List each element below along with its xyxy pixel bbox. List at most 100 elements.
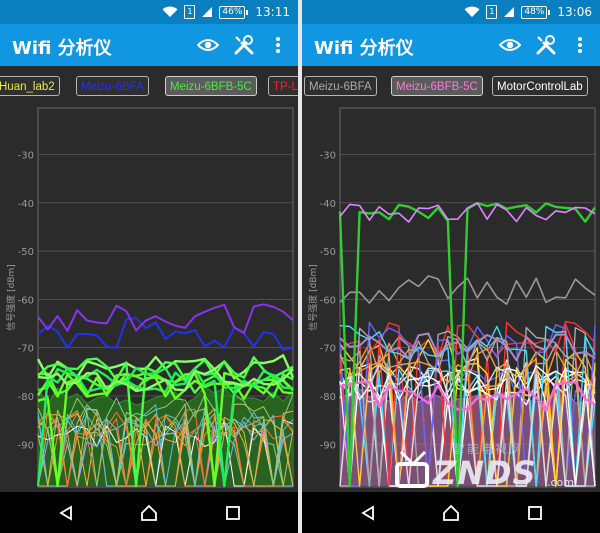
watermark-domain-suffix: .com — [547, 476, 574, 489]
signal-trace — [37, 412, 294, 487]
eye-icon — [197, 39, 219, 51]
signal-trace — [339, 364, 596, 487]
y-tick-label: -70 — [320, 344, 336, 355]
signal-trace — [339, 332, 596, 362]
recents-button[interactable] — [521, 500, 549, 526]
znds-watermark: 智能电视网 ZNDS .com — [395, 440, 595, 500]
home-icon — [141, 504, 157, 521]
tools-button[interactable] — [532, 31, 560, 59]
network-tabs: Huan_lab2 Meizu-6BFA Meizu-6BFB-5C TP-LI — [0, 66, 298, 106]
signal-trace — [37, 408, 294, 487]
phone-screen-right: 1 48% 13:06 Wifi 分析仪 Meizu-6BFA Meizu-6B… — [302, 0, 600, 533]
tab-label: Meizu-6BFB-5C — [396, 81, 478, 93]
sim-icon: 1 — [486, 5, 498, 19]
signal-chart: -30 -40 -50 -60 -70 -80 -90 信号强度 [dBm] — [302, 106, 600, 492]
home-button[interactable] — [437, 500, 465, 526]
y-tick-label: -40 — [18, 199, 34, 210]
tab-label: TP-LI — [273, 81, 298, 93]
signal-trace — [37, 303, 294, 334]
recents-button[interactable] — [219, 500, 247, 526]
tab-network-1[interactable]: Meizu-6BFB-5C — [391, 76, 483, 96]
eye-button[interactable] — [496, 31, 524, 59]
recents-icon — [226, 506, 240, 520]
signal-icon — [504, 7, 515, 17]
overflow-menu-button[interactable] — [264, 31, 292, 59]
y-tick-label: -50 — [320, 247, 336, 258]
tab-label: Meizu-6BFB-5C — [170, 81, 252, 93]
tab-label: Meizu-6BFA — [309, 81, 372, 93]
y-tick-label: -80 — [18, 392, 34, 403]
signal-trace — [37, 419, 294, 487]
signal-trace — [339, 275, 596, 305]
tools-icon — [234, 35, 254, 55]
home-button[interactable] — [135, 500, 163, 526]
tv-logo-icon — [395, 450, 429, 488]
tab-network-3[interactable]: TP-LI — [268, 76, 298, 96]
tab-label: MotorControlLab — [497, 81, 583, 93]
signal-chart-svg: -30 -40 -50 -60 -70 -80 -90 信号强度 [dBm] — [307, 107, 596, 488]
app-bar: Wifi 分析仪 — [302, 24, 600, 66]
tools-button[interactable] — [230, 31, 258, 59]
tab-network-1[interactable]: Meizu-6BFA — [76, 76, 149, 96]
plot-frame — [37, 107, 294, 488]
battery-indicator: 48% — [521, 5, 551, 19]
y-tick-label: -30 — [18, 150, 34, 161]
signal-trace — [36, 366, 294, 488]
signal-trace — [37, 416, 294, 487]
signal-trace — [339, 365, 596, 487]
tab-label: Meizu-6BFA — [81, 81, 144, 93]
app-title: Wifi 分析仪 — [314, 38, 414, 59]
watermark-cn-text: 智能电视网 — [453, 442, 524, 456]
y-tick-label: -60 — [18, 295, 34, 306]
navigation-bar — [302, 492, 600, 533]
phone-screen-left: 1 46% 13:11 Wifi 分析仪 Huan_lab2 Meizu-6BF… — [0, 0, 298, 533]
signal-trace — [339, 320, 596, 487]
overflow-menu-icon — [276, 37, 280, 53]
y-tick-label: -60 — [320, 295, 336, 306]
eye-icon — [499, 39, 521, 51]
signal-trace — [339, 202, 596, 223]
signal-trace — [339, 324, 596, 487]
overflow-menu-icon — [578, 37, 582, 53]
tab-network-0[interactable]: Meizu-6BFA — [304, 76, 377, 96]
signal-icon — [202, 7, 213, 17]
signal-trace — [339, 380, 596, 412]
wifi-icon — [162, 6, 178, 17]
signal-trace — [37, 419, 294, 487]
tools-icon — [536, 35, 556, 55]
plot-frame — [339, 107, 596, 488]
tab-network-2[interactable]: Meizu-6BFB-5C — [165, 76, 257, 96]
y-tick-label: -40 — [320, 199, 336, 210]
wifi-icon — [464, 6, 480, 17]
signal-trace — [37, 356, 294, 488]
signal-chart-svg: -30 -40 -50 -60 -70 -80 -90 信号强度 [dBm] — [5, 107, 295, 488]
clock: 13:11 — [255, 5, 290, 19]
back-button[interactable] — [52, 500, 80, 526]
signal-trace — [37, 317, 294, 351]
signal-trace — [37, 403, 294, 487]
battery-indicator: 46% — [219, 5, 249, 19]
eye-button[interactable] — [194, 31, 222, 59]
y-tick-label: -50 — [18, 247, 34, 258]
y-tick-label: -80 — [320, 392, 336, 403]
signal-chart: -30 -40 -50 -60 -70 -80 -90 信号强度 [dBm] — [0, 106, 298, 492]
y-tick-label: -30 — [320, 150, 336, 161]
signal-trace — [339, 352, 596, 487]
tab-network-2[interactable]: MotorControlLab — [492, 76, 588, 96]
y-axis-label: 信号强度 [dBm] — [5, 264, 17, 331]
home-icon — [443, 504, 459, 521]
network-tabs: Meizu-6BFA Meizu-6BFB-5C MotorControlLab — [302, 66, 600, 106]
navigation-bar — [0, 492, 298, 533]
overflow-menu-button[interactable] — [566, 31, 594, 59]
y-tick-label: -90 — [320, 440, 336, 451]
back-icon — [361, 505, 374, 521]
back-button[interactable] — [354, 500, 382, 526]
signal-trace — [37, 368, 294, 393]
screen-divider — [298, 0, 302, 533]
tab-network-0[interactable]: Huan_lab2 — [0, 76, 60, 96]
sim-icon: 1 — [184, 5, 196, 19]
app-bar: Wifi 分析仪 — [0, 24, 298, 66]
signal-trace — [339, 358, 596, 487]
signal-trace — [37, 410, 293, 487]
status-bar: 1 46% 13:11 — [0, 0, 298, 24]
